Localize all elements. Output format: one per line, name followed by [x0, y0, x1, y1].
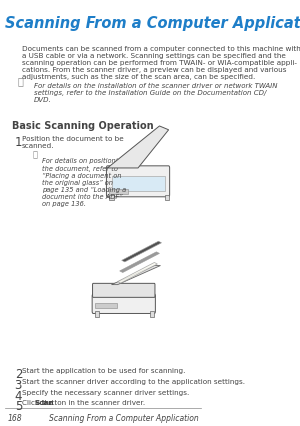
Text: 4: 4	[15, 389, 22, 402]
Text: 📋: 📋	[33, 150, 38, 159]
Text: Scan: Scan	[34, 399, 54, 405]
Text: 5: 5	[15, 399, 22, 412]
Polygon shape	[164, 195, 169, 201]
Text: Specify the necessary scanner driver settings.: Specify the necessary scanner driver set…	[22, 389, 189, 394]
Polygon shape	[122, 242, 161, 262]
Text: 1: 1	[15, 136, 22, 149]
FancyBboxPatch shape	[110, 190, 128, 194]
Polygon shape	[118, 263, 158, 283]
Text: Start the application to be used for scanning.: Start the application to be used for sca…	[22, 368, 185, 374]
Polygon shape	[107, 127, 169, 169]
Polygon shape	[120, 252, 159, 273]
Text: Start the scanner driver according to the application settings.: Start the scanner driver according to th…	[22, 378, 245, 384]
Text: Scanning From a Computer Application: Scanning From a Computer Application	[50, 413, 199, 422]
Polygon shape	[110, 195, 114, 201]
Polygon shape	[95, 311, 99, 317]
Text: button in the scanner driver.: button in the scanner driver.	[40, 399, 145, 405]
Text: 3: 3	[15, 378, 22, 391]
Text: 2: 2	[15, 368, 22, 380]
Text: For details on positioning
the document, refer to
“Placing a document on
the ori: For details on positioning the document,…	[42, 158, 126, 206]
FancyBboxPatch shape	[92, 294, 155, 314]
Text: For details on the installation of the scanner driver or network TWAIN
settings,: For details on the installation of the s…	[34, 83, 278, 103]
Text: Documents can be scanned from a computer connected to this machine with
a USB ca: Documents can be scanned from a computer…	[22, 46, 300, 80]
Text: Basic Scanning Operation: Basic Scanning Operation	[12, 121, 153, 131]
Polygon shape	[150, 311, 154, 317]
FancyBboxPatch shape	[93, 284, 155, 298]
Text: Scanning From a Computer Application: Scanning From a Computer Application	[5, 16, 300, 31]
FancyBboxPatch shape	[112, 176, 164, 191]
FancyBboxPatch shape	[95, 303, 117, 308]
Text: 168: 168	[8, 413, 22, 422]
Text: 📋: 📋	[18, 76, 24, 86]
Text: Position the document to be
scanned.: Position the document to be scanned.	[22, 136, 124, 149]
Polygon shape	[112, 266, 160, 285]
FancyBboxPatch shape	[106, 167, 170, 197]
Text: Click the: Click the	[22, 399, 56, 405]
